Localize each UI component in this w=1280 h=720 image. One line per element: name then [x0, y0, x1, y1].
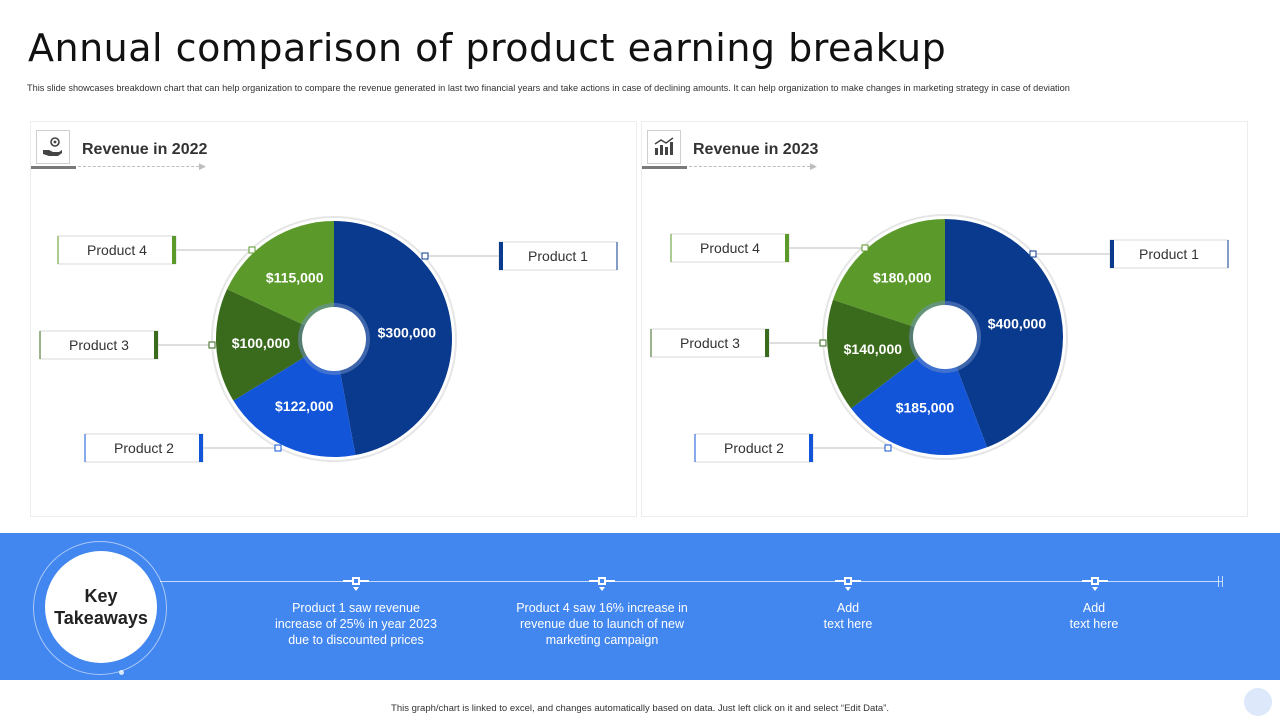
corner-decoration [1244, 688, 1272, 716]
legend-box [1109, 239, 1229, 269]
leader-dot [274, 444, 282, 452]
legend-label: Product 3 [69, 337, 129, 353]
hand-gear-icon [36, 130, 70, 164]
revenue-2022-panel: ▶ Revenue in 2022 $300,000 $122,000 $100,0… [30, 121, 637, 517]
page-title: Annual comparison of product earning bre… [28, 26, 947, 70]
takeaway-text-1: Product 1 saw revenue increase of 25% in… [275, 601, 437, 647]
legend-label: Product 2 [724, 440, 784, 456]
data-label: $115,000 [266, 269, 324, 285]
revenue-2022-donut-chart[interactable]: $300,000 $122,000 $100,000 $115,000 Product … [31, 122, 638, 518]
timeline-end-tick [1222, 576, 1223, 587]
key-takeaways-title-line2: Takeaways [54, 608, 148, 628]
panel-heading: Revenue in 2023 [693, 141, 819, 158]
pie-slice-product-3[interactable] [216, 289, 334, 401]
leader-dot [421, 252, 429, 260]
legend-label: Product 4 [87, 242, 147, 258]
key-takeaways-ring [33, 541, 167, 675]
data-label: $400,000 [988, 316, 1047, 332]
takeaway-text-4: Add text here [1069, 601, 1119, 631]
pie-slice-product-3[interactable] [827, 299, 945, 409]
leader-dot [819, 339, 827, 347]
takeaway-text-3: Add text here [823, 601, 873, 631]
revenue-2023-donut-chart[interactable]: $400,000 $185,000 $140,000 $180,000 Product … [642, 122, 1249, 518]
leader-dot [861, 244, 869, 252]
legend-box [57, 235, 177, 265]
legend-color-bar [1110, 240, 1114, 268]
data-label: $180,000 [873, 270, 932, 286]
pie-slice-product-1[interactable] [945, 219, 1063, 448]
data-label: $122,000 [275, 398, 334, 414]
leader-dot [248, 246, 256, 254]
timeline-marker [1082, 574, 1108, 591]
chart-coins-icon [647, 130, 681, 164]
timeline-marker [343, 574, 369, 591]
donut-hole [302, 307, 366, 371]
heading-arrow-icon: ▶ [199, 161, 206, 171]
legend-box [650, 328, 770, 358]
timeline-end-tick [1218, 576, 1219, 587]
data-label: $100,000 [232, 335, 291, 351]
timeline-line [160, 581, 1222, 582]
legend-label: Product 1 [1139, 246, 1199, 262]
data-label: $140,000 [844, 341, 903, 357]
timeline-marker [589, 574, 615, 591]
data-label: $300,000 [378, 324, 437, 340]
legend-box [694, 433, 814, 463]
legend-label: Product 1 [528, 248, 588, 264]
legend-box [498, 241, 618, 271]
pie-slice-product-4[interactable] [227, 221, 334, 339]
legend-color-bar [172, 236, 176, 264]
legend-color-bar [199, 434, 203, 462]
heading-underline [642, 166, 687, 169]
legend-label: Product 2 [114, 440, 174, 456]
donut-outer-ring [822, 214, 1068, 460]
heading-dash [689, 166, 815, 167]
heading-dash [78, 166, 204, 167]
legend-label: Product 4 [700, 240, 760, 256]
legend-box [670, 233, 790, 263]
panel-heading: Revenue in 2022 [82, 141, 208, 158]
leader-dot [1029, 250, 1037, 258]
heading-arrow-icon: ▶ [810, 161, 817, 171]
legend-color-bar [499, 242, 503, 270]
data-label: $185,000 [896, 399, 955, 415]
legend-label: Product 3 [680, 335, 740, 351]
legend-color-bar [765, 329, 769, 357]
key-takeaways-band [0, 533, 1280, 680]
revenue-2023-panel: ▶ Revenue in 2023 $400,000 $185,000 $140,0… [641, 121, 1248, 517]
takeaway-text-2: Product 4 saw 16% increase in revenue du… [516, 601, 688, 647]
heading-underline [31, 166, 76, 169]
donut-outer-ring [211, 216, 457, 462]
donut-hole [913, 305, 977, 369]
ring-dot [119, 670, 124, 675]
pie-slice-product-1[interactable] [334, 221, 452, 456]
leader-dot [884, 444, 892, 452]
leader-dot [208, 341, 216, 349]
page-subtitle: This slide showcases breakdown chart tha… [27, 83, 1070, 93]
timeline-marker [835, 574, 861, 591]
legend-color-bar [785, 234, 789, 262]
key-takeaways-badge: Key Takeaways [45, 551, 157, 663]
pie-slice-product-4[interactable] [833, 219, 945, 337]
legend-color-bar [154, 331, 158, 359]
key-takeaways-title-line1: Key [84, 586, 118, 606]
footnote: This graph/chart is linked to excel, and… [391, 703, 889, 714]
legend-color-bar [809, 434, 813, 462]
